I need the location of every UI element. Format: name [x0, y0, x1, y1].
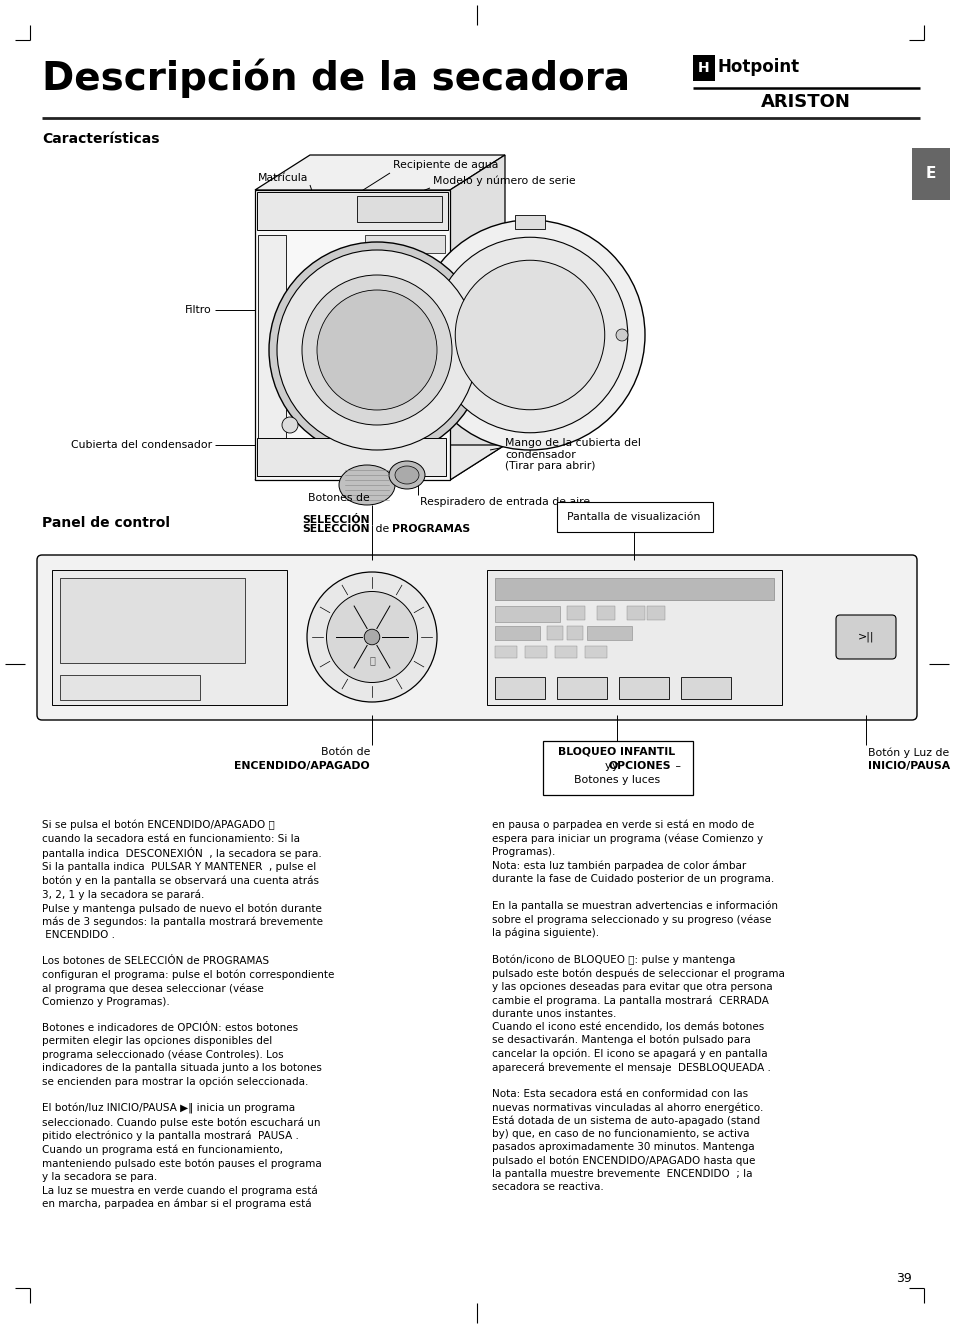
Text: SELECCIÓN: SELECCIÓN: [302, 515, 370, 525]
Text: y: y: [612, 761, 621, 772]
Polygon shape: [254, 190, 450, 479]
Bar: [486, 570, 781, 705]
Circle shape: [307, 572, 436, 703]
Polygon shape: [254, 445, 504, 479]
FancyBboxPatch shape: [542, 741, 692, 795]
Text: Filtro: Filtro: [185, 305, 212, 315]
FancyBboxPatch shape: [37, 555, 916, 720]
Bar: [680, 677, 730, 699]
Text: >||: >||: [857, 632, 873, 643]
Bar: [365, 235, 444, 254]
Bar: [60, 675, 200, 700]
Bar: [524, 645, 546, 657]
Text: Matrícula: Matrícula: [257, 173, 308, 183]
Bar: [495, 578, 773, 600]
Text: Si se pulsa el botón ENCENDIDO/APAGADO ⓘ
cuando la secadora está en funcionamien: Si se pulsa el botón ENCENDIDO/APAGADO ⓘ…: [42, 819, 334, 1210]
Circle shape: [302, 275, 452, 425]
Text: Características: Características: [42, 131, 159, 146]
Text: SELECCIÓN: SELECCIÓN: [302, 525, 370, 534]
Bar: [515, 215, 544, 228]
Bar: [597, 606, 615, 620]
Bar: [586, 625, 631, 640]
Text: Botón de: Botón de: [320, 746, 370, 757]
Text: H: H: [698, 61, 709, 74]
Circle shape: [269, 242, 484, 458]
Text: OPCIONES: OPCIONES: [608, 761, 671, 772]
Text: Panel de control: Panel de control: [42, 517, 170, 530]
Circle shape: [455, 260, 604, 410]
Text: Recipiente de agua: Recipiente de agua: [393, 159, 497, 170]
Circle shape: [276, 250, 476, 450]
Text: y: y: [604, 761, 615, 772]
Text: Botón y Luz de: Botón y Luz de: [867, 746, 948, 757]
Text: Botones y luces: Botones y luces: [574, 776, 659, 785]
Polygon shape: [450, 155, 504, 479]
Bar: [356, 197, 441, 222]
Bar: [626, 606, 644, 620]
Bar: [584, 645, 606, 657]
Bar: [618, 677, 668, 699]
Circle shape: [316, 290, 436, 410]
Bar: [60, 578, 245, 663]
Text: ⏻: ⏻: [369, 655, 375, 665]
Bar: [256, 193, 448, 230]
Text: INICIO/PAUSA: INICIO/PAUSA: [867, 761, 949, 772]
Text: PROGRAMAS: PROGRAMAS: [392, 525, 470, 534]
Text: Respiradero de entrada de aire: Respiradero de entrada de aire: [419, 497, 590, 507]
Text: Descripción de la secadora: Descripción de la secadora: [42, 58, 629, 97]
Bar: [257, 235, 286, 475]
Circle shape: [282, 417, 297, 433]
Circle shape: [415, 220, 644, 450]
Text: E: E: [924, 166, 935, 182]
Circle shape: [326, 591, 417, 683]
Circle shape: [616, 329, 627, 341]
Text: BLOQUEO INFANTIL: BLOQUEO INFANTIL: [558, 746, 675, 757]
Text: Cubierta del condensador: Cubierta del condensador: [71, 440, 212, 450]
Bar: [495, 677, 544, 699]
Bar: [495, 645, 517, 657]
Bar: [646, 606, 664, 620]
Bar: [692, 54, 714, 81]
Circle shape: [432, 238, 627, 433]
Bar: [256, 438, 446, 475]
Bar: [566, 625, 582, 640]
Bar: [566, 606, 584, 620]
Ellipse shape: [338, 465, 395, 505]
Text: –: –: [671, 761, 680, 772]
Bar: [495, 625, 539, 640]
Text: Mango de la cubierta del
condensador
(Tirar para abrir): Mango de la cubierta del condensador (Ti…: [504, 438, 640, 471]
Bar: [911, 147, 949, 201]
Ellipse shape: [395, 466, 418, 483]
Ellipse shape: [389, 461, 424, 489]
Bar: [555, 645, 577, 657]
Bar: [495, 606, 559, 622]
Text: ARISTON: ARISTON: [760, 93, 850, 112]
Bar: [557, 677, 606, 699]
Text: 39: 39: [895, 1272, 911, 1286]
Bar: [52, 570, 287, 705]
Bar: [546, 625, 562, 640]
Text: de: de: [372, 525, 393, 534]
Text: en pausa o parpadea en verde si está en modo de
espera para iniciar un programa : en pausa o parpadea en verde si está en …: [492, 819, 784, 1193]
Text: ENCENDIDO/APAGADO: ENCENDIDO/APAGADO: [234, 761, 370, 772]
Text: Pantalla de visualización: Pantalla de visualización: [567, 513, 700, 522]
Text: Modelo y número de serie: Modelo y número de serie: [433, 175, 575, 186]
Text: Hotpoint: Hotpoint: [718, 58, 800, 76]
FancyBboxPatch shape: [557, 502, 712, 533]
Circle shape: [364, 629, 379, 645]
Text: Botones de: Botones de: [308, 493, 370, 503]
FancyBboxPatch shape: [835, 615, 895, 659]
Polygon shape: [254, 155, 504, 190]
